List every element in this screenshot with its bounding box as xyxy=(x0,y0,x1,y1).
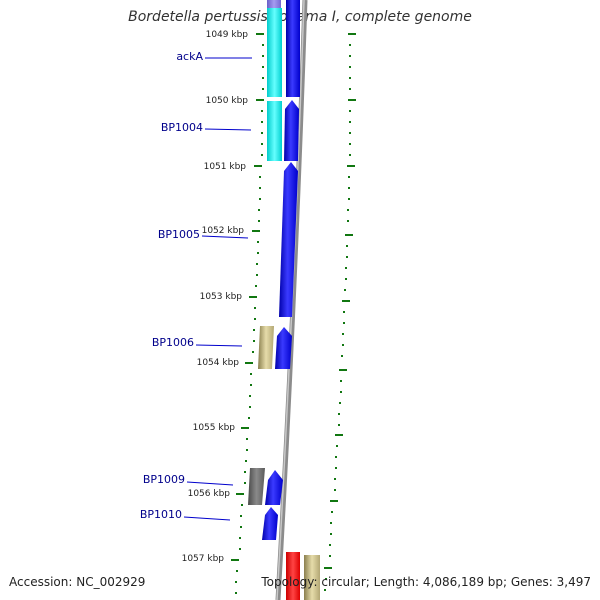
tick-label: 1057 kbp xyxy=(182,554,225,564)
tick-label: 1050 kbp xyxy=(206,96,249,106)
accession-label: Accession: NC_002929 xyxy=(9,575,146,589)
gene-label-BP1006[interactable]: BP1006 xyxy=(152,336,194,349)
gene-label-BP1005[interactable]: BP1005 xyxy=(158,228,200,241)
gene-label-BP1009[interactable]: BP1009 xyxy=(143,473,185,486)
inner-ruler xyxy=(231,33,264,594)
topology-label: Topology: circular; Length: 4,086,189 bp… xyxy=(261,575,591,589)
tick-label: 1054 kbp xyxy=(197,358,240,368)
gene-khaki-BP1006[interactable] xyxy=(258,326,274,369)
gene-label-lines xyxy=(183,57,252,521)
tick-label: 1053 kbp xyxy=(200,292,243,302)
gene-purple-top[interactable] xyxy=(267,0,281,8)
tick-label: 1056 kbp xyxy=(188,489,231,499)
gene-red[interactable] xyxy=(286,552,300,600)
gene-gray-BP1009[interactable] xyxy=(248,468,265,505)
tick-label: 1049 kbp xyxy=(206,30,249,40)
tick-labels: 1049 kbp 1050 kbp 1051 kbp 1052 kbp 1053… xyxy=(182,30,249,564)
gene-BP1009[interactable] xyxy=(265,470,283,505)
gene-BP1005[interactable] xyxy=(279,162,298,317)
genome-backbone xyxy=(275,0,308,600)
tick-label: 1052 kbp xyxy=(202,226,245,236)
gene-labels: ackA BP1004 BP1005 BP1006 BP1009 BP1010 xyxy=(140,50,204,521)
gene-cyan-BP1004[interactable] xyxy=(267,101,282,161)
gene-khaki-bottom[interactable] xyxy=(304,555,320,600)
gene-label-BP1004[interactable]: BP1004 xyxy=(161,121,203,134)
tick-label: 1055 kbp xyxy=(193,423,236,433)
outer-ruler xyxy=(324,33,356,591)
gene-ackA-forward[interactable] xyxy=(286,0,300,97)
gene-BP1010[interactable] xyxy=(262,507,278,540)
gene-label-BP1010[interactable]: BP1010 xyxy=(140,508,182,521)
gene-label-ackA[interactable]: ackA xyxy=(176,50,203,63)
gene-BP1006[interactable] xyxy=(275,327,292,369)
gene-cyan-ackA[interactable] xyxy=(267,8,282,97)
tick-label: 1051 kbp xyxy=(204,162,247,172)
gene-BP1004[interactable] xyxy=(284,100,299,161)
